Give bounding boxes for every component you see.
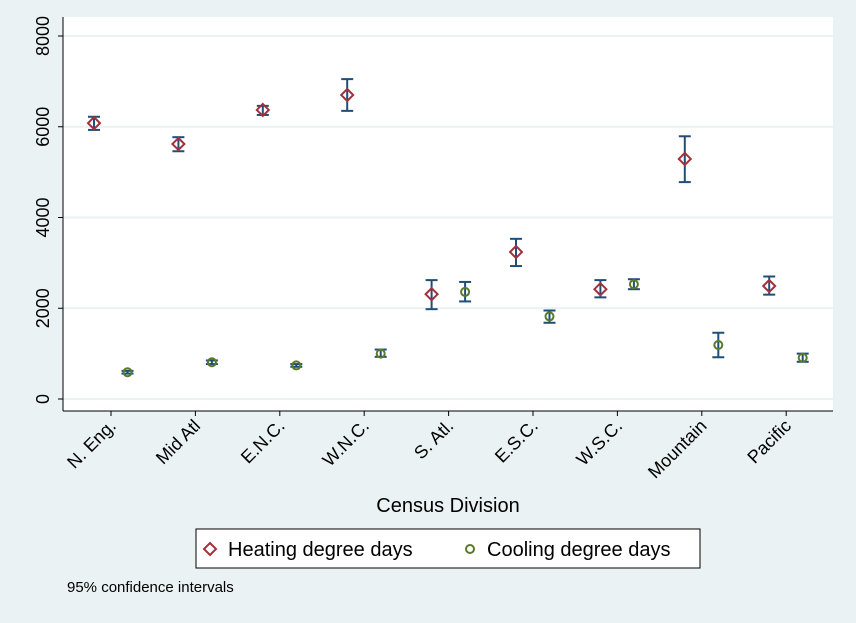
legend: Heating degree days Cooling degree days [195,528,701,569]
data-point-0 [761,275,777,296]
circle-marker [544,311,555,322]
legend-label-cooling: Cooling degree days [487,539,670,561]
x-tick-label: Mountain [644,416,711,483]
circle-marker [122,367,133,378]
diamond-marker [339,87,355,103]
plot-area [63,17,833,411]
circle-marker [797,352,808,363]
data-point-1 [712,331,725,359]
x-axis-title: Census Division [376,495,519,517]
y-tick-label: 0 [33,394,53,404]
data-point-0 [424,279,440,311]
diamond-marker [170,136,186,152]
data-point-1 [627,278,640,291]
data-point-1 [459,280,472,303]
data-point-0 [677,135,693,184]
data-point-0 [86,115,102,131]
data-point-1 [121,367,134,378]
circle-marker [460,286,471,297]
diamond-marker [255,102,271,118]
data-point-1 [205,357,218,368]
circle-marker [291,360,302,371]
circle-marker [375,348,386,359]
data-point-1 [290,360,303,371]
legend-box [195,528,701,569]
x-tick-label: W.S.C. [572,416,626,470]
y-tick-label: 6000 [33,107,53,147]
diamond-marker [677,151,693,167]
diamond-marker [592,281,608,297]
diamond-marker [424,286,440,302]
chart-note: 95% confidence intervals [67,579,234,596]
diamond-marker [86,115,102,131]
x-tick-label: E.S.C. [491,416,542,467]
circle-marker [206,357,217,368]
x-tick-label: N. Eng. [63,416,120,473]
diamond-marker [761,278,777,294]
x-tick-label: S. Atl. [410,416,457,463]
data-point-0 [592,279,608,299]
data-point-1 [374,348,387,359]
y-tick-label: 8000 [33,16,53,56]
x-tick-label: Mid Atl [152,416,204,468]
x-tick-label: W.N.C. [319,416,373,470]
diamond-marker [508,244,524,260]
data-point-0 [255,102,271,118]
data-point-1 [543,309,556,324]
legend-diamond-icon [202,541,218,557]
y-tick-label: 4000 [33,197,53,237]
data-point-1 [796,352,809,363]
data-point-0 [508,237,524,268]
y-tick-label: 2000 [33,288,53,328]
legend-label-heating: Heating degree days [228,539,413,561]
x-tick-label: Pacific [743,416,795,468]
data-point-0 [170,136,186,153]
legend-circle-icon [465,544,475,554]
circle-marker [628,279,639,290]
circle-marker [713,340,724,351]
data-point-0 [339,78,355,112]
x-tick-label: E.N.C. [237,416,289,468]
